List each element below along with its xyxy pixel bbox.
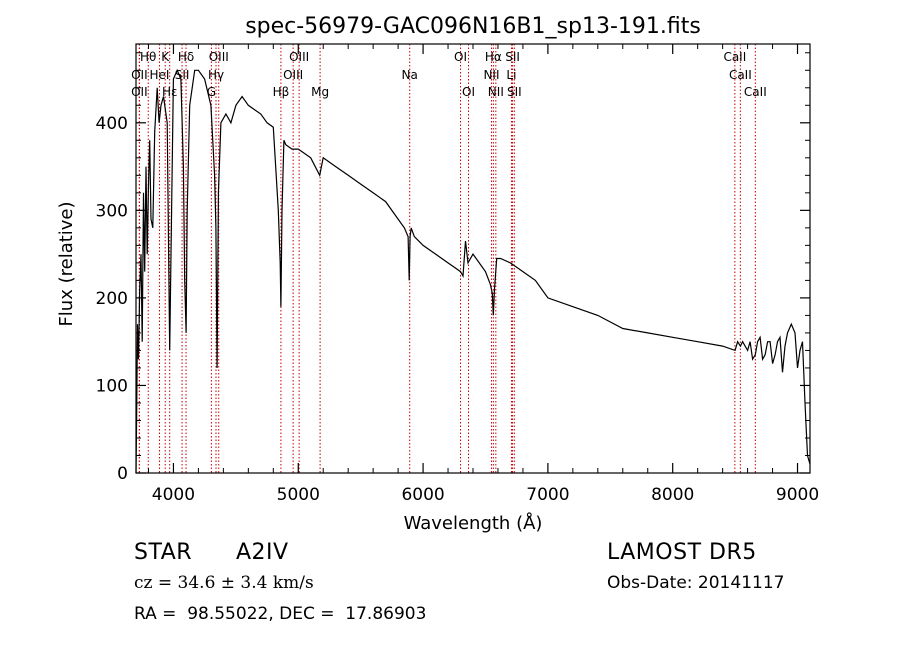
redshift-cz: cz = 34.6 ± 3.4 km/s [134, 573, 314, 593]
line-marker-label-10: HeI [149, 68, 169, 82]
line-marker-label-20: G [207, 85, 216, 99]
line-marker-label-21: Hβ [273, 85, 290, 99]
chart-title: spec-56979-GAC096N16B1_sp13-191.fits [245, 14, 701, 39]
line-marker-label-0: Hθ [140, 50, 156, 64]
y-tick-label-3: 300 [96, 201, 128, 221]
line-marker-label-8: CaII [723, 50, 746, 64]
line-marker-label-15: NII [483, 68, 499, 82]
x-tick-label-4: 8000 [651, 485, 694, 505]
y-tick-label-1: 100 [96, 376, 128, 396]
line-marker-label-19: Hε [162, 85, 178, 99]
x-axis-label: Wavelength (Å) [404, 512, 543, 534]
x-tick-label-1: 5000 [277, 485, 320, 505]
line-marker-label-2: Hδ [178, 50, 194, 64]
line-marker-label-7: SII [505, 50, 520, 64]
object-subclass: A2IV [236, 540, 289, 565]
observation-date: Obs-Date: 20141117 [607, 573, 785, 593]
y-tick-label-2: 200 [96, 289, 128, 309]
x-axis-ticks: 4000 5000 6000 7000 8000 9000 [147, 44, 819, 505]
line-marker-label-25: SII [507, 85, 522, 99]
survey-name: LAMOST DR5 [607, 540, 757, 565]
y-tick-label-0: 0 [117, 464, 128, 484]
object-class: STAR [134, 540, 193, 565]
line-marker-label-17: CaII [729, 68, 752, 82]
x-tick-label-3: 7000 [526, 485, 569, 505]
x-tick-label-2: 6000 [401, 485, 444, 505]
line-marker-label-14: Na [402, 68, 418, 82]
line-marker-label-12: Hγ [208, 68, 224, 82]
line-marker-label-18: OII [131, 85, 148, 99]
coordinates: RA = 98.55022, DEC = 17.86903 [134, 604, 427, 624]
plot-frame [135, 43, 811, 474]
y-axis-label: Flux (relative) [56, 201, 77, 326]
line-marker-label-3: OIII [209, 50, 229, 64]
line-marker-label-26: CaII [744, 85, 767, 99]
line-marker-label-22: Mg [311, 85, 329, 99]
line-marker-label-23: OI [462, 85, 475, 99]
line-marker-label-6: Hα [485, 50, 502, 64]
line-marker-label-11: SII [175, 68, 190, 82]
line-marker-label-16: Li [506, 68, 516, 82]
line-marker-label-13: OIII [283, 68, 303, 82]
y-axis-ticks: 0 100 200 300 400 [96, 52, 810, 484]
x-tick-label-0: 4000 [152, 485, 195, 505]
line-markers [138, 44, 756, 473]
spectrum-series-line [135, 68, 811, 474]
line-marker-label-1: K [161, 50, 170, 64]
y-tick-label-4: 400 [96, 114, 128, 134]
line-marker-label-4: OIII [289, 50, 309, 64]
line-marker-label-5: OI [454, 50, 467, 64]
line-marker-label-24: NII [488, 85, 504, 99]
line-marker-label-9: OII [131, 68, 148, 82]
x-tick-label-5: 9000 [776, 485, 819, 505]
